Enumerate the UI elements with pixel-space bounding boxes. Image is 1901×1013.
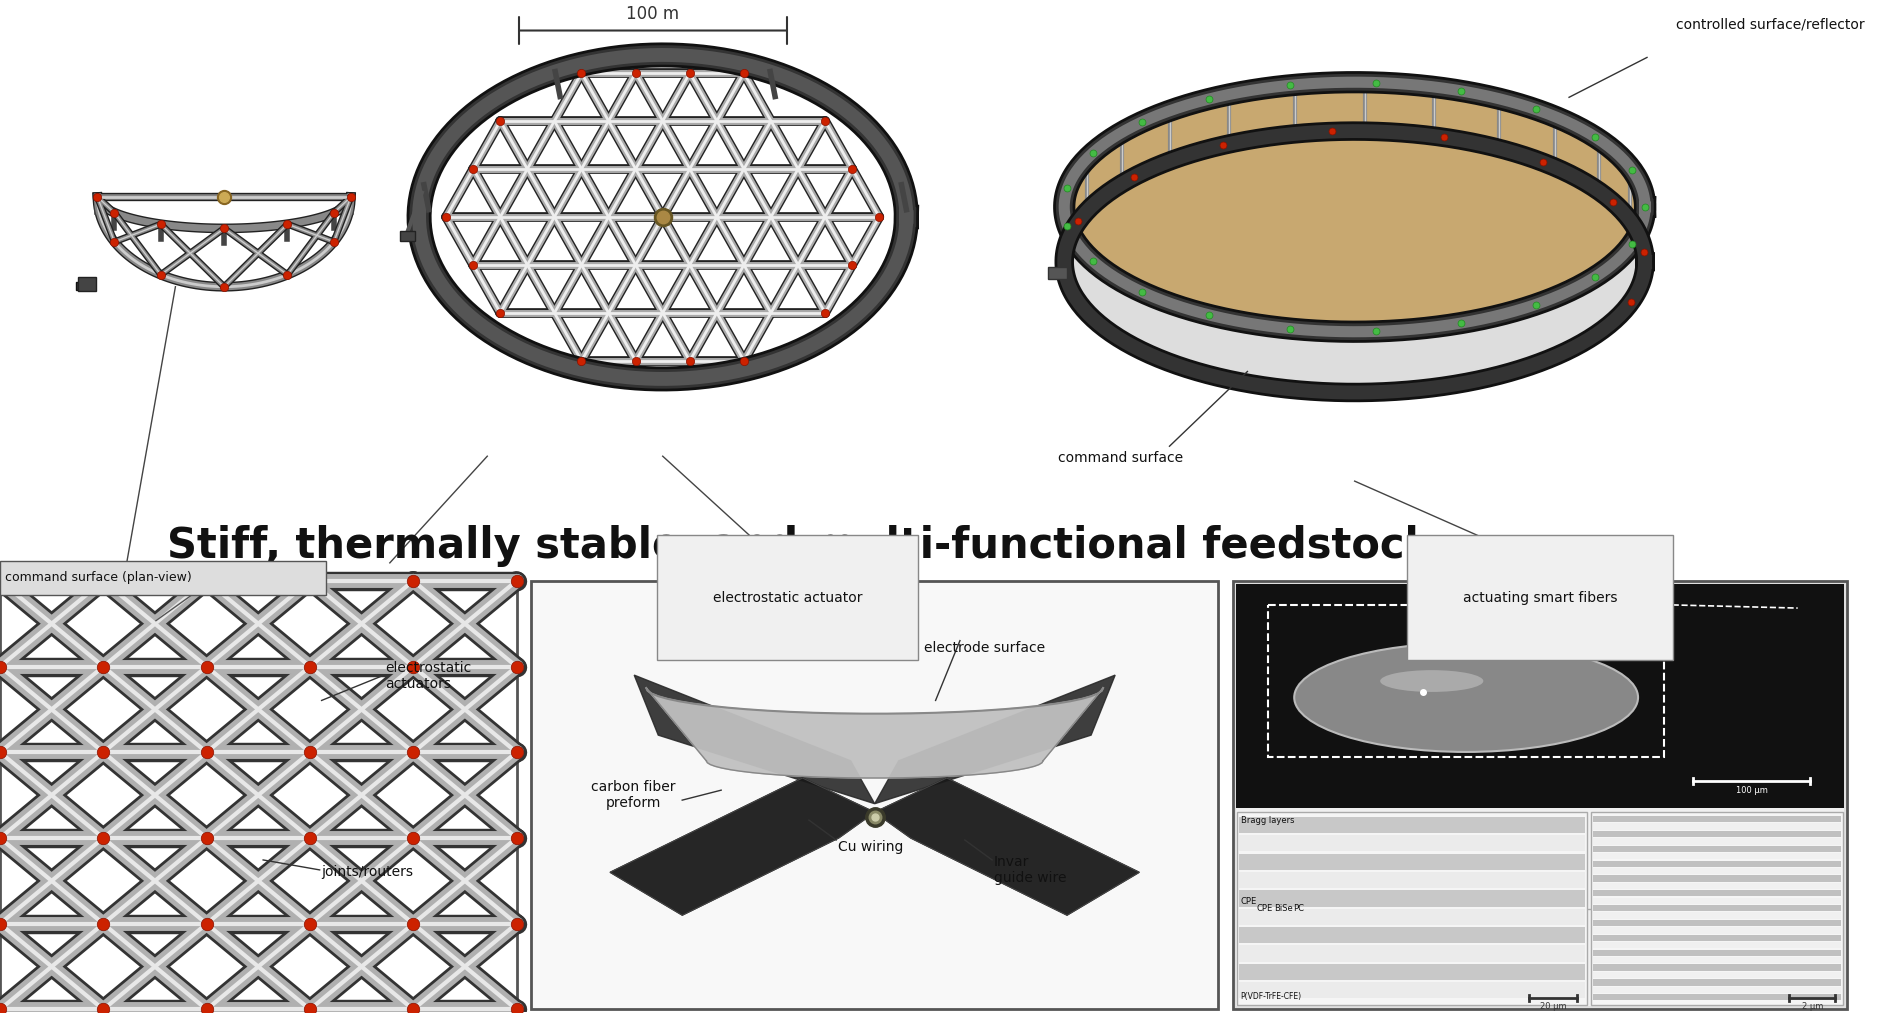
Text: CPE: CPE — [1257, 904, 1272, 913]
Bar — [1268, 605, 1663, 758]
Bar — [1593, 824, 1840, 830]
Text: BiSe: BiSe — [1274, 904, 1293, 913]
Bar — [1593, 853, 1840, 859]
Bar — [1593, 846, 1840, 852]
Bar — [401, 231, 414, 240]
Text: command surface (plan-view): command surface (plan-view) — [6, 571, 192, 585]
Bar — [1593, 994, 1840, 1001]
Text: CPE: CPE — [1241, 897, 1257, 906]
Text: electrode surface: electrode surface — [924, 640, 1046, 654]
Text: joints/routers: joints/routers — [321, 865, 414, 879]
Bar — [1239, 963, 1585, 980]
Bar — [1239, 816, 1585, 833]
Bar — [1593, 942, 1840, 948]
Text: 20 μm: 20 μm — [1540, 1002, 1566, 1011]
Polygon shape — [635, 675, 874, 803]
Bar — [1239, 927, 1585, 943]
Bar — [1593, 838, 1840, 845]
Bar — [1236, 808, 1844, 1007]
Bar — [1239, 854, 1585, 870]
Bar — [530, 580, 1219, 1010]
Bar — [78, 277, 95, 291]
Bar — [1593, 971, 1840, 979]
Text: PC: PC — [1293, 904, 1304, 913]
Ellipse shape — [1380, 671, 1483, 692]
Text: electrostatic
actuators: electrostatic actuators — [386, 660, 471, 691]
Text: P(VDF-TrFE-CFE): P(VDF-TrFE-CFE) — [1241, 992, 1302, 1001]
Bar — [1239, 909, 1585, 925]
Text: command surface: command surface — [1059, 451, 1182, 465]
Ellipse shape — [418, 55, 907, 379]
Text: 100 m: 100 m — [627, 4, 679, 22]
Bar — [1593, 949, 1840, 956]
Bar — [1593, 957, 1840, 963]
Text: 100 μm: 100 μm — [1736, 786, 1768, 795]
Bar — [1593, 964, 1840, 970]
Text: Bragg layers: Bragg layers — [1241, 816, 1295, 825]
Ellipse shape — [1065, 131, 1644, 392]
Bar — [76, 282, 82, 290]
Ellipse shape — [1072, 85, 1637, 328]
Bar — [1593, 816, 1840, 823]
Bar — [1239, 872, 1585, 888]
Bar — [1239, 945, 1585, 961]
Bar — [1593, 868, 1840, 874]
Bar — [1239, 890, 1585, 907]
Bar — [1239, 983, 1585, 998]
Text: controlled surface/reflector: controlled surface/reflector — [1677, 17, 1865, 31]
Text: 2 μm: 2 μm — [1802, 1002, 1823, 1011]
Polygon shape — [874, 778, 1139, 915]
Bar — [1047, 266, 1066, 279]
Bar — [1593, 905, 1840, 912]
Bar — [1593, 882, 1840, 889]
Bar — [1236, 583, 1844, 808]
Bar — [1239, 836, 1585, 852]
Bar — [1234, 580, 1846, 1010]
Bar — [1593, 927, 1840, 934]
Polygon shape — [646, 688, 1103, 778]
Polygon shape — [610, 778, 874, 915]
Bar — [1593, 875, 1840, 881]
Bar — [1591, 812, 1842, 1006]
Bar — [1593, 920, 1840, 926]
FancyBboxPatch shape — [0, 561, 325, 595]
Text: electrostatic actuator: electrostatic actuator — [713, 591, 863, 605]
Bar — [1593, 860, 1840, 867]
Bar — [1593, 987, 1840, 993]
Text: Cu wiring: Cu wiring — [838, 840, 903, 854]
Bar — [1238, 812, 1587, 1006]
Bar — [1593, 898, 1840, 904]
Bar — [1593, 935, 1840, 941]
Bar — [1593, 831, 1840, 837]
Text: Stiff, thermally stable, and multi-functional feedstock: Stiff, thermally stable, and multi-funct… — [167, 525, 1431, 567]
Text: Invar
guide wire: Invar guide wire — [994, 855, 1066, 885]
Bar — [1593, 890, 1840, 897]
Bar — [1593, 913, 1840, 919]
Text: carbon fiber
preform: carbon fiber preform — [591, 780, 675, 810]
Bar — [0, 580, 517, 1010]
Ellipse shape — [1295, 643, 1639, 752]
Polygon shape — [874, 675, 1116, 803]
Text: actuating smart fibers: actuating smart fibers — [1462, 591, 1618, 605]
Bar — [1593, 980, 1840, 986]
